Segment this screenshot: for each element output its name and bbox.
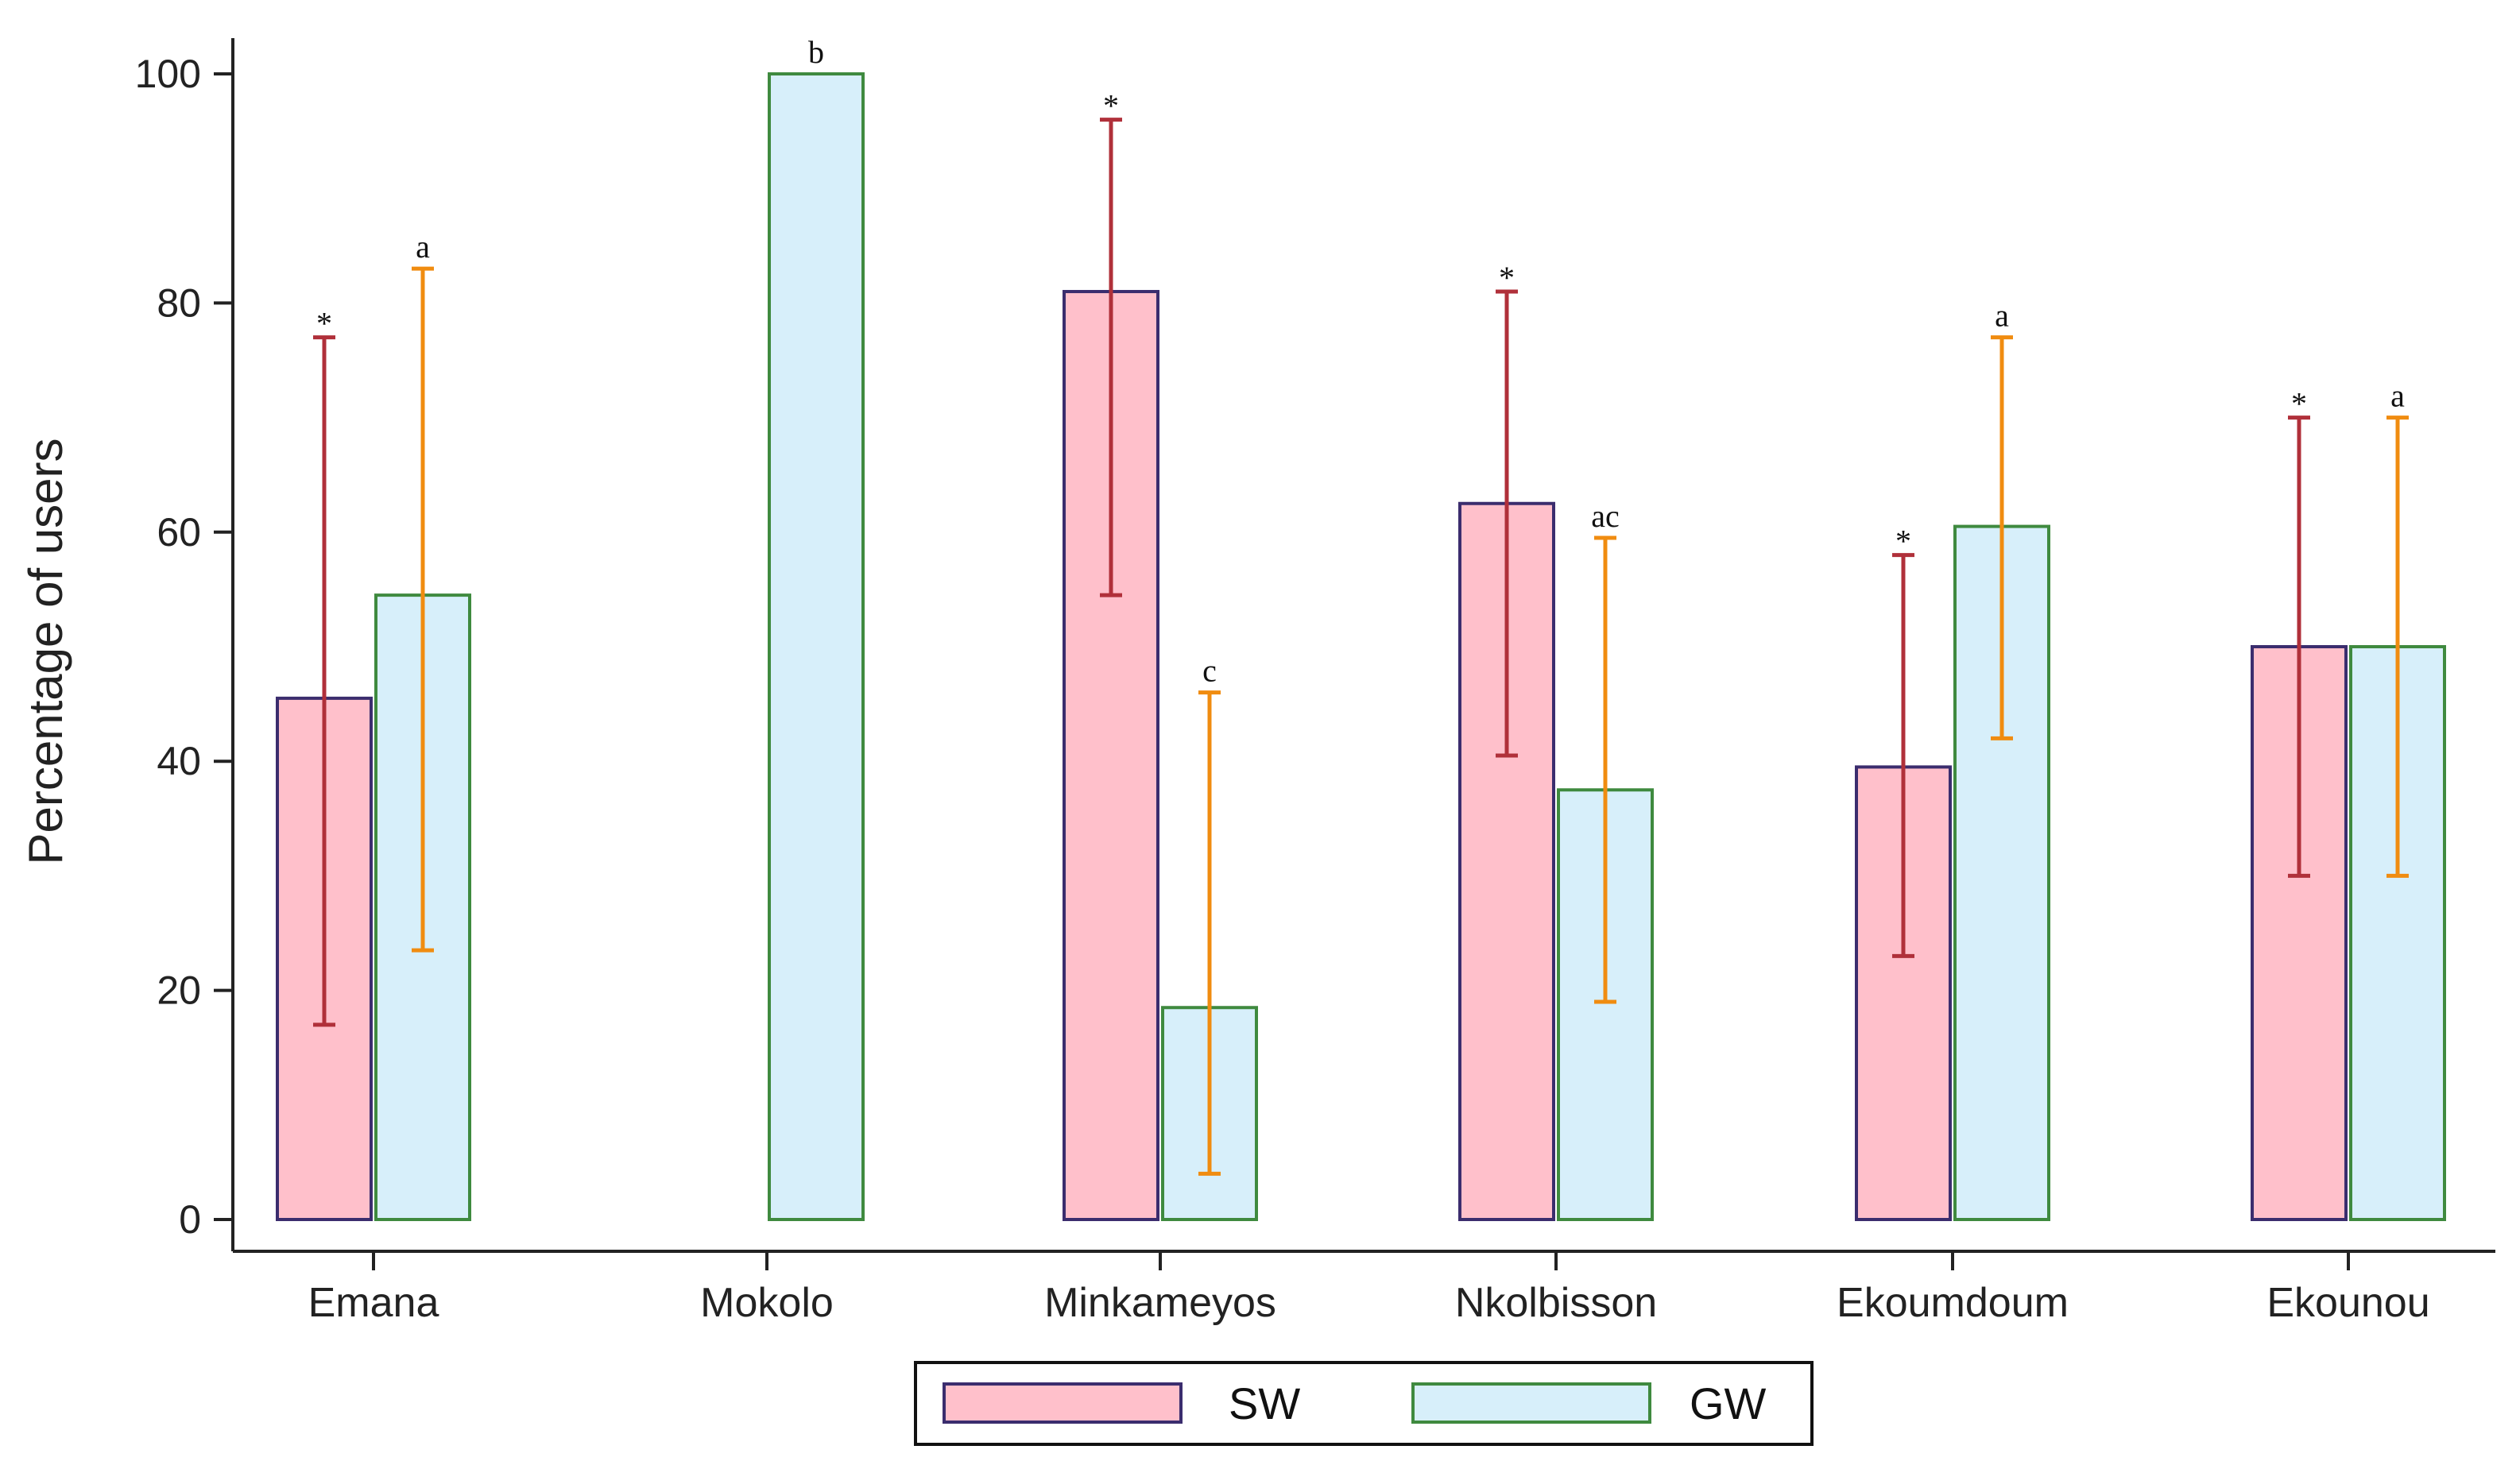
y-tick-label: 20 (157, 968, 201, 1013)
y-tick-label: 80 (157, 280, 201, 325)
x-tick-label: Ekoumdoum (1837, 1280, 2069, 1326)
significance-label-sw: * (1103, 88, 1119, 124)
x-tick-label: Ekounou (2266, 1280, 2429, 1326)
y-tick-label: 60 (157, 510, 201, 555)
error-bars (313, 118, 2409, 1176)
y-tick-label: 0 (179, 1197, 201, 1242)
legend-label-sw: SW (1229, 1378, 1300, 1428)
significance-label-sw: * (1499, 260, 1515, 296)
significance-label-gw: c (1202, 653, 1217, 689)
bar-gw (768, 72, 865, 1221)
legend-label-gw: GW (1690, 1378, 1767, 1428)
significance-label-gw: ac (1591, 498, 1620, 534)
significance-label-sw: * (316, 306, 332, 342)
significance-label-sw: * (2291, 386, 2307, 422)
legend-swatch-sw (943, 1382, 1183, 1424)
x-tick-label: Minkameyos (1044, 1280, 1276, 1326)
x-tick-label: Nkolbisson (1455, 1280, 1657, 1326)
significance-labels: * * * * * a b c ac a a (316, 34, 2405, 689)
significance-label-gw: a (2390, 378, 2405, 414)
y-axis-label: Percentage of users (19, 439, 72, 865)
significance-label-gw: a (416, 229, 430, 265)
axes: 0 20 40 60 80 100 Emana Mokolo Minkameyos Nkolbis… (135, 38, 2495, 1326)
y-tick-label: 100 (135, 52, 201, 96)
x-tick-label: Mokolo (700, 1280, 834, 1326)
y-tick-label: 40 (157, 739, 201, 783)
significance-label-gw: b (808, 34, 824, 70)
bars (276, 72, 2446, 1222)
legend-swatch-gw (1411, 1382, 1651, 1424)
significance-label-gw: a (1995, 298, 2009, 334)
significance-label-sw: * (1895, 524, 1911, 559)
x-tick-label: Emana (308, 1280, 439, 1326)
legend: SW GW (914, 1361, 1814, 1446)
